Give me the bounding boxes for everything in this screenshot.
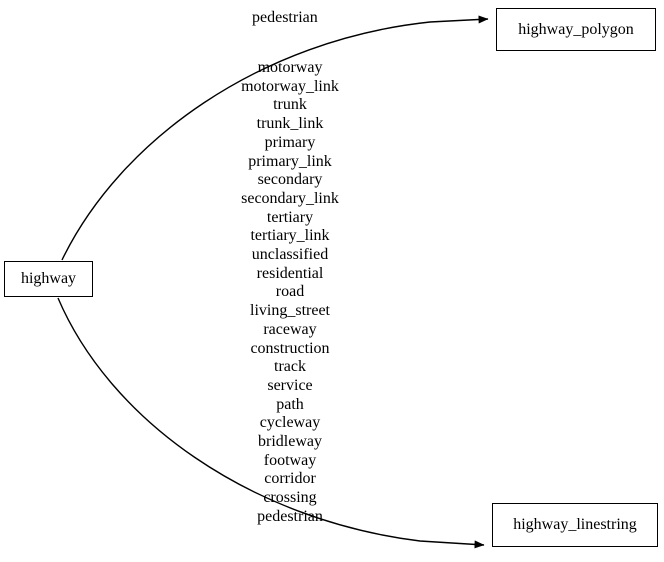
edge-label-line: residential xyxy=(256,264,324,282)
edge-label-line: pedestrian xyxy=(257,507,323,525)
edge-label-line: path xyxy=(276,395,304,413)
edge-label-line: trunk xyxy=(273,96,307,114)
edge-label-line: living_street xyxy=(250,302,330,320)
edge-highway-to-linestring-path xyxy=(57,297,485,549)
edge-label-line: road xyxy=(275,283,305,301)
edge-label-line: trunk_link xyxy=(256,115,324,133)
edge-label-line: bridleway xyxy=(258,433,322,451)
edge-label-line: service xyxy=(267,376,313,394)
edge-label-line: footway xyxy=(263,451,317,469)
node-highway-linestring-label: highway_linestring xyxy=(513,516,637,533)
edge-label-line: primary xyxy=(264,133,316,151)
node-highway-label: highway xyxy=(20,270,77,287)
edge-label-line: tertiary_link xyxy=(250,227,330,245)
node-highway-polygon[interactable]: highway_polygon xyxy=(496,8,656,51)
node-highway-polygon-label: highway_polygon xyxy=(518,20,634,38)
edge-label-line: secondary_link xyxy=(241,189,339,207)
node-highway[interactable]: highway xyxy=(4,261,93,297)
node-highway-linestring[interactable]: highway_linestring xyxy=(492,503,658,547)
edge-label-line: crossing xyxy=(263,489,317,507)
edge-label-line: motorway xyxy=(257,59,323,76)
edge-label-line: raceway xyxy=(263,320,317,338)
edge-label-line: construction xyxy=(250,339,330,357)
edge-highway-to-polygon-path xyxy=(61,15,489,261)
edge-label-line: motorway_link xyxy=(241,77,339,95)
edge-label-line: secondary xyxy=(257,171,323,189)
edge-label-line: cycleway xyxy=(259,414,321,432)
edge-label-line: corridor xyxy=(264,470,316,488)
edge-label-line: unclassified xyxy=(251,246,329,264)
edge-label-list-highway-linestring: motorway motorway_link trunk trunk_link prim… xyxy=(190,59,390,527)
edge-label-line: tertiary xyxy=(266,208,314,226)
edge-label-pedestrian-top: pedestrian xyxy=(252,9,318,27)
edge-label-line: primary_link xyxy=(248,152,332,170)
edge-label-text: pedestrian xyxy=(252,9,318,26)
edge-label-line: track xyxy=(274,358,306,376)
